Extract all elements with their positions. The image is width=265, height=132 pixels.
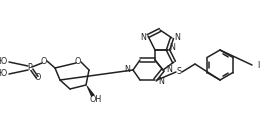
Text: I: I <box>257 60 259 70</box>
Text: N: N <box>166 65 172 74</box>
Polygon shape <box>87 86 95 97</box>
Text: OH: OH <box>90 95 102 103</box>
Text: S: S <box>176 67 182 77</box>
Text: N: N <box>174 34 180 43</box>
Text: N: N <box>140 32 146 41</box>
Text: O: O <box>75 58 81 67</box>
Text: HO: HO <box>0 70 7 79</box>
Text: N: N <box>169 44 175 53</box>
Text: O: O <box>41 58 47 67</box>
Text: HO: HO <box>0 58 7 67</box>
Text: N: N <box>158 77 164 86</box>
Text: P: P <box>28 63 32 72</box>
Text: N: N <box>124 65 130 74</box>
Text: O: O <box>35 74 41 82</box>
